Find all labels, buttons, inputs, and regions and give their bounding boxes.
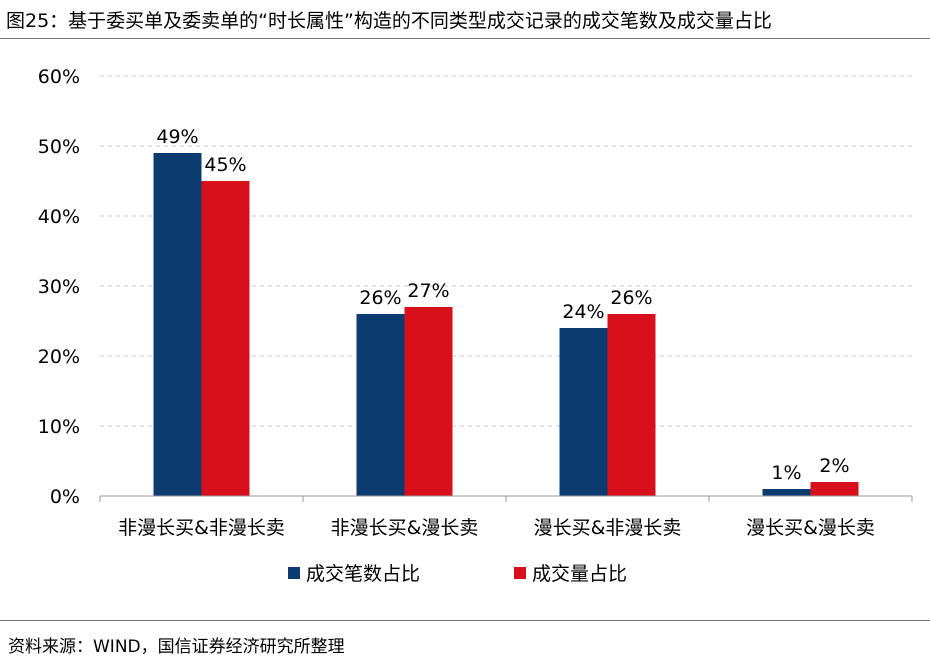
title-divider xyxy=(0,38,930,39)
data-label: 24% xyxy=(562,301,604,323)
data-label: 1% xyxy=(771,462,801,484)
chart-title: 图25：基于委买单及委卖单的“时长属性”构造的不同类型成交记录的成交笔数及成交量… xyxy=(6,10,772,32)
x-axis: 非漫长买&非漫长卖 非漫长买&漫长卖 漫长买&非漫长卖 漫长买&漫长卖 xyxy=(99,495,913,539)
data-label: 26% xyxy=(610,287,652,309)
bar-volume xyxy=(607,314,656,496)
y-tick-label: 0% xyxy=(50,486,80,508)
category-label: 非漫长买&非漫长卖 xyxy=(118,517,285,539)
category-label: 漫长买&漫长卖 xyxy=(746,517,875,539)
y-axis-ticks: 0% 10% 20% 30% 40% 50% 60% xyxy=(38,66,80,508)
legend: 成交笔数占比 成交量占比 xyxy=(288,563,627,585)
y-tick-label: 30% xyxy=(38,276,80,298)
legend-label: 成交量占比 xyxy=(532,563,627,585)
data-label: 49% xyxy=(156,126,198,148)
bar-volume xyxy=(810,482,859,496)
bar-trade-count xyxy=(762,489,811,496)
bars xyxy=(153,153,859,496)
data-label: 45% xyxy=(204,154,246,176)
data-label: 2% xyxy=(819,455,849,477)
y-tick-label: 10% xyxy=(38,416,80,438)
bar-chart: 0% 10% 20% 30% 40% 50% 60% 49% 26% 24% 1% 45% 27% 26… xyxy=(38,66,913,585)
y-tick-label: 40% xyxy=(38,206,80,228)
legend-swatch xyxy=(514,567,526,579)
bar-trade-count xyxy=(559,328,608,496)
category-label: 非漫长买&漫长卖 xyxy=(331,517,479,539)
data-labels: 49% 26% 24% 1% 45% 27% 26% 2% xyxy=(156,126,849,484)
bar-volume xyxy=(404,307,453,496)
y-tick-label: 20% xyxy=(38,346,80,368)
legend-swatch xyxy=(288,567,300,579)
y-tick-label: 60% xyxy=(38,66,80,88)
category-label: 漫长买&非漫长卖 xyxy=(534,517,682,539)
data-label: 27% xyxy=(407,280,449,302)
bar-volume xyxy=(201,181,250,496)
y-tick-label: 50% xyxy=(38,136,80,158)
legend-label: 成交笔数占比 xyxy=(306,563,420,585)
data-label: 26% xyxy=(359,287,401,309)
source-note: 资料来源：WIND，国信证券经济研究所整理 xyxy=(8,637,345,657)
footer-divider xyxy=(0,620,930,621)
bar-trade-count xyxy=(356,314,405,496)
bar-trade-count xyxy=(153,153,202,496)
